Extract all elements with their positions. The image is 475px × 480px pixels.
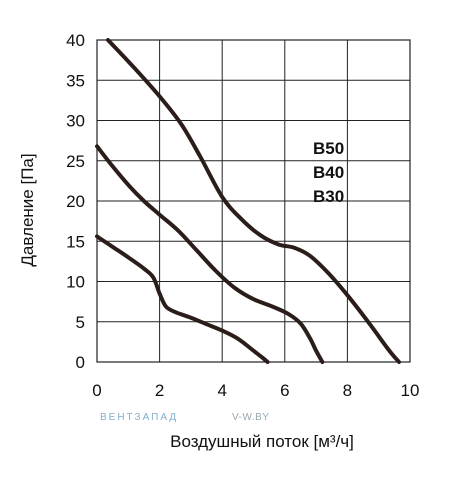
- y-tick-label: 30: [66, 112, 85, 131]
- y-tick-label: 20: [66, 192, 85, 211]
- x-tick-labels: 0 2 4 6 8 10: [92, 381, 419, 400]
- x-tick-label: 2: [155, 381, 164, 400]
- series-line-b30: [95, 234, 270, 364]
- legend: B50 B40 B30: [313, 139, 344, 206]
- x-tick-label: 8: [343, 381, 352, 400]
- y-tick-label: 0: [76, 353, 85, 372]
- legend-entry-b40: B40: [313, 163, 344, 182]
- series-line-b40: [95, 144, 325, 364]
- legend-entry-b30: B30: [313, 187, 344, 206]
- y-tick-label: 35: [66, 71, 85, 90]
- watermark-site: V-W.BY: [232, 412, 270, 423]
- x-tick-label: 0: [92, 381, 101, 400]
- y-tick-label: 15: [66, 232, 85, 251]
- watermark-brand: ВЕНТЗАПАД: [100, 412, 179, 423]
- y-tick-label: 10: [66, 273, 85, 292]
- plot-frame: [96, 39, 411, 363]
- y-tick-label: 40: [66, 31, 85, 50]
- x-tick-label: 10: [401, 381, 420, 400]
- series-line-b50: [106, 38, 401, 364]
- x-axis-label: Воздушный поток [м³/ч]: [170, 432, 354, 451]
- x-tick-label: 4: [217, 381, 226, 400]
- y-tick-label: 5: [76, 313, 85, 332]
- legend-entry-b50: B50: [313, 139, 344, 158]
- y-tick-label: 25: [66, 152, 85, 171]
- y-axis-label: Давление [Па]: [18, 153, 37, 266]
- x-tick-label: 6: [280, 381, 289, 400]
- y-tick-labels: 0 5 10 15 20 25 30 35 40: [66, 31, 85, 372]
- series-curves: [95, 38, 401, 364]
- grid: [96, 39, 411, 363]
